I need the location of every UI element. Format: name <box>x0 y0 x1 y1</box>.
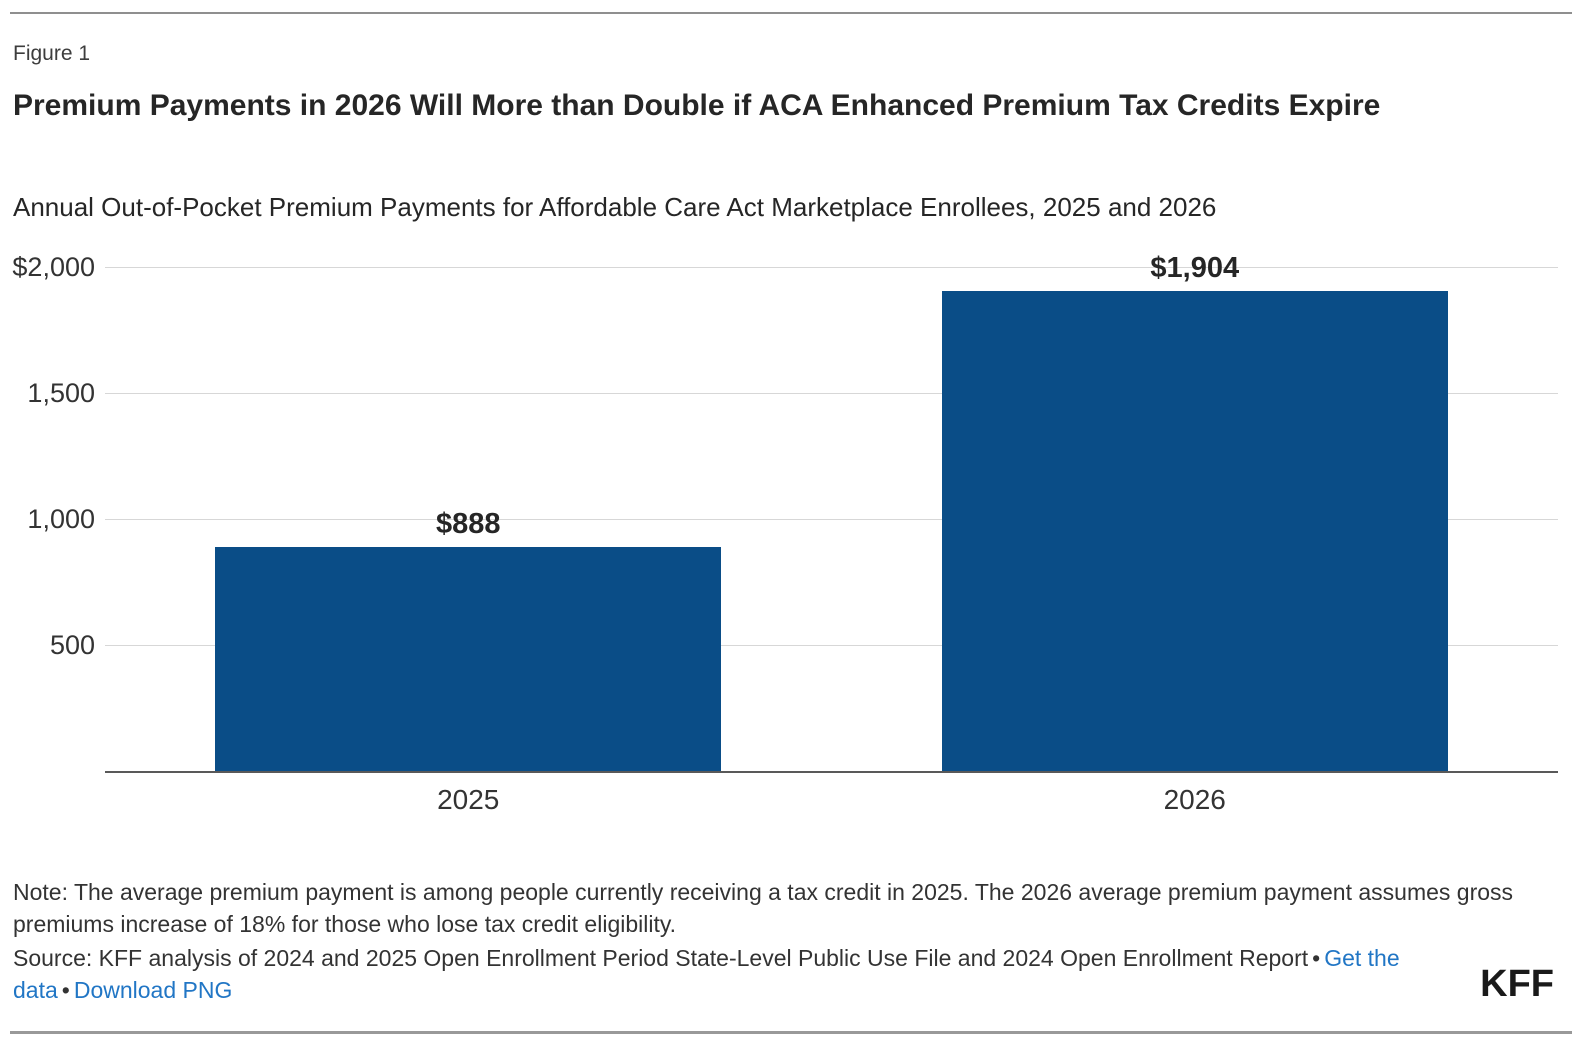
y-axis-tick-label: 500 <box>49 630 95 660</box>
page-subtitle: Annual Out-of-Pocket Premium Payments fo… <box>13 192 1217 222</box>
gridline-1000 <box>105 519 1558 520</box>
figure-label: Figure 1 <box>13 42 91 65</box>
chart-note: Note: The average premium payment is amo… <box>13 879 1514 937</box>
source-text: Source: KFF analysis of 2024 and 2025 Op… <box>13 945 1309 971</box>
y-axis-tick-label: $2,000 <box>12 252 95 282</box>
gridline-500 <box>105 645 1558 646</box>
get-the-data-link[interactable]: Get the data <box>13 945 1400 1003</box>
y-axis-tick-label: 1,500 <box>27 378 95 408</box>
bullet-separator: • <box>1312 945 1321 971</box>
x-axis-baseline <box>105 771 1558 773</box>
download-png-link[interactable]: Download PNG <box>73 977 233 1003</box>
kff-logo: KFF <box>1480 963 1554 1005</box>
x-axis-label-2026: 2026 <box>1163 784 1226 815</box>
chart-source: Source: KFF analysis of 2024 and 2025 Op… <box>13 942 1463 1006</box>
bar-value-label-2026: $1,904 <box>1150 252 1240 285</box>
top-divider <box>10 12 1572 14</box>
x-axis-label-2025: 2025 <box>437 784 500 815</box>
page-title: Premium Payments in 2026 Will More than … <box>13 89 1381 122</box>
y-axis-tick-label: 1,000 <box>27 504 95 534</box>
bar-2025 <box>215 547 722 771</box>
bar-chart-plot-area: $888 2025 $1,904 2026 <box>105 252 1558 815</box>
bottom-divider <box>10 1031 1572 1034</box>
bar-2026 <box>941 291 1448 771</box>
gridline-2000 <box>105 267 1558 268</box>
gridline-1500 <box>105 393 1558 394</box>
bar-value-label-2025: $888 <box>435 508 501 541</box>
bullet-separator: • <box>61 977 70 1003</box>
